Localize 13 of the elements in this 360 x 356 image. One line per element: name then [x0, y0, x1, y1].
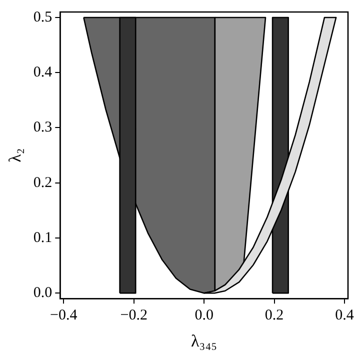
y-tick-label: 0.5 — [33, 9, 52, 26]
x-axis-title: λ₃₄₅ — [191, 331, 218, 350]
y-tick-label: 0.2 — [33, 174, 52, 191]
x-tick-label: −0.4 — [50, 308, 78, 324]
y-tick-label: 0.4 — [33, 64, 53, 81]
x-tick-label: 0.0 — [194, 308, 214, 324]
y-tick-label: 0.0 — [33, 285, 52, 302]
y-tick-label: 0.1 — [33, 230, 52, 246]
x-tick-label: −0.2 — [120, 308, 148, 324]
x-tick-label: 0.4 — [335, 308, 354, 324]
y-axis-title: λ₂ — [6, 148, 25, 162]
y-tick-label: 0.3 — [33, 120, 52, 136]
x-tick-label: 0.2 — [264, 308, 284, 324]
